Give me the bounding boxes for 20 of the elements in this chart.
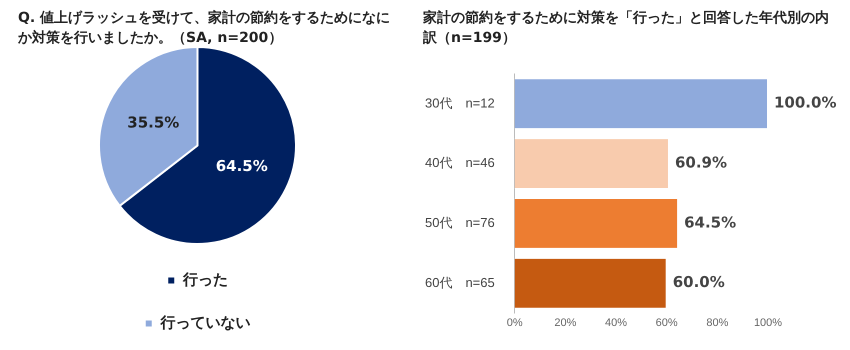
x-tick-label: 80% — [706, 316, 729, 329]
x-tick-label: 20% — [554, 316, 577, 329]
data-label: 60.0% — [672, 273, 725, 292]
x-tick-label: 60% — [656, 316, 678, 329]
data-label: 35.5% — [127, 114, 180, 132]
y-tick-label: 30代 n=12 — [424, 95, 495, 110]
data-label: 64.5% — [684, 213, 736, 232]
legend-label: 行っていない — [159, 313, 250, 332]
data-label: 100.0% — [774, 94, 836, 112]
y-tick-label: 50代 n=76 — [424, 215, 495, 230]
data-label: 60.9% — [674, 153, 728, 172]
x-tick-label: 40% — [605, 316, 628, 329]
legend-label: 行った — [182, 270, 228, 288]
y-tick-label: 60代 n=65 — [424, 274, 495, 290]
y-tick-label: 40代 n=46 — [424, 155, 495, 170]
x-tick-label: 100% — [754, 316, 782, 329]
chart-title: Q. 値上げラッシュを受けて、家計の節約をするためになにか対策を行いましたか。（SA, n=200） — [17, 8, 392, 46]
data-label: 64.5% — [216, 157, 268, 176]
x-tick-label: 0% — [506, 316, 523, 329]
chart-title: 家計の節約をするために対策を「行った」と回答した年代別の内訳（n=199） — [422, 8, 830, 46]
